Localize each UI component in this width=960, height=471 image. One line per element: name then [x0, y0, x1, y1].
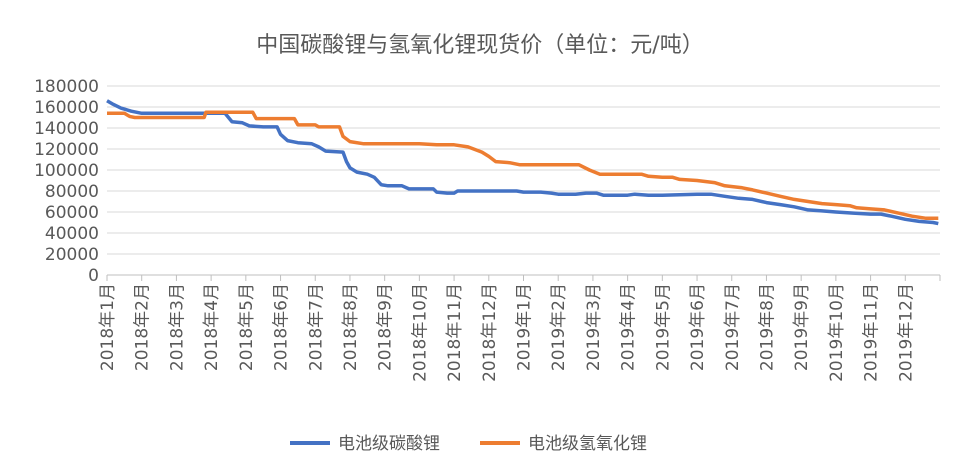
x-tick-label: 2018年7月 [306, 283, 326, 371]
x-tick-label: 2018年2月 [133, 283, 153, 371]
y-tick-label: 180000 [34, 77, 99, 97]
chart-title: 中国碳酸锂与氢氧化锂现货价（单位：元/吨） [256, 33, 703, 58]
x-tick-label: 2019年2月 [549, 283, 569, 371]
x-tick-label: 2019年3月 [584, 283, 604, 371]
x-tick-label: 2018年8月 [341, 283, 361, 371]
y-tick-label: 40000 [45, 224, 99, 244]
x-tick-label: 2018年1月 [98, 283, 118, 371]
x-tick-label: 2018年4月 [202, 283, 222, 371]
x-tick-label: 2019年10月 [827, 283, 847, 382]
x-tick-label: 2018年5月 [237, 283, 257, 371]
series-line-0 [106, 99, 939, 226]
x-tick-label: 2018年10月 [410, 283, 430, 382]
legend-label-0: 电池级碳酸锂 [338, 434, 440, 454]
y-tick-label: 120000 [34, 140, 99, 160]
y-tick-label: 0 [88, 266, 99, 286]
series-lines [106, 99, 939, 226]
y-tick-label: 140000 [34, 119, 99, 139]
x-tick-label: 2018年9月 [376, 283, 396, 371]
grid [107, 85, 940, 276]
x-tick-label: 2019年8月 [757, 283, 777, 371]
x-tick-label: 2019年1月 [515, 283, 535, 371]
y-axis-ticks: 1800001600001400001200001000008000060000… [34, 77, 99, 286]
legend: 电池级碳酸锂 电池级氢氧化锂 [290, 434, 647, 454]
x-tick-label: 2019年11月 [862, 283, 882, 382]
x-tick-label: 2019年6月 [688, 283, 708, 371]
y-tick-label: 100000 [34, 161, 99, 181]
x-tick-label: 2019年12月 [896, 283, 916, 382]
y-tick-label: 20000 [45, 245, 99, 265]
x-tick-label: 2018年6月 [272, 283, 292, 371]
x-tick-label: 2018年12月 [480, 283, 500, 382]
series-line-1 [107, 110, 939, 221]
x-tick-label: 2019年7月 [723, 283, 743, 371]
x-axis: 2018年1月 2018年2月 2018年3月 2018年4月 2018年5月 2018年… [98, 275, 941, 382]
y-tick-label: 160000 [34, 98, 99, 118]
x-tick-label: 2019年9月 [792, 283, 812, 371]
y-tick-label: 60000 [45, 203, 99, 223]
x-tick-label: 2018年11月 [445, 283, 465, 382]
y-tick-label: 80000 [45, 182, 99, 202]
x-tick-label: 2018年3月 [167, 283, 187, 371]
legend-label-1: 电池级氢氧化锂 [528, 434, 647, 454]
x-tick-label: 2019年5月 [653, 283, 673, 371]
x-tick-label: 2019年4月 [619, 283, 639, 371]
